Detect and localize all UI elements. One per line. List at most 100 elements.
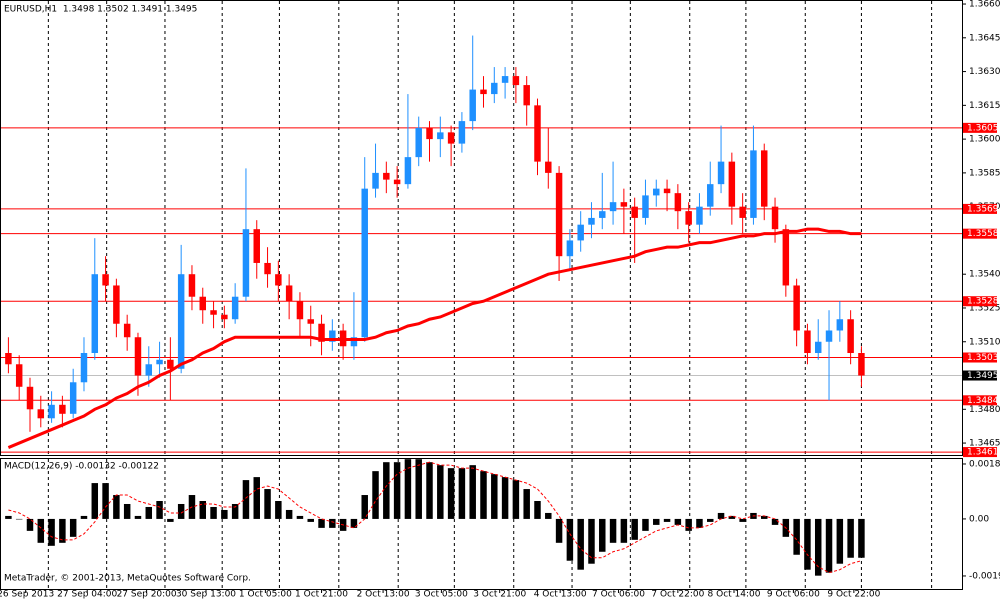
candle-body	[739, 206, 746, 218]
y-tick-label: 1.3585	[969, 168, 1000, 178]
candle-body	[512, 76, 520, 86]
level-label-box	[963, 203, 997, 214]
y-tick-label: 1.3615	[969, 101, 1000, 111]
candle-body	[123, 323, 131, 338]
macd-bar	[717, 512, 725, 519]
candle-body	[566, 240, 574, 257]
candle-body	[210, 310, 217, 315]
candle-body	[836, 319, 844, 331]
macd-bar	[469, 465, 476, 519]
macd-bar	[512, 480, 520, 519]
macd-bar	[501, 477, 509, 519]
candle-body	[545, 161, 552, 173]
macd-bar	[555, 518, 563, 543]
candle-body	[415, 127, 422, 158]
macd-bar	[48, 518, 55, 546]
candle-body	[145, 364, 153, 376]
macd-bar	[793, 518, 800, 555]
candle-body	[577, 224, 584, 241]
candle-body	[275, 274, 282, 286]
macd-bar	[231, 503, 239, 519]
macd-bar	[523, 489, 530, 519]
macd-bar	[199, 501, 206, 519]
candle-body	[285, 285, 293, 302]
candle-body	[771, 206, 779, 230]
macd-bar	[761, 515, 768, 519]
x-tick-label: 4 Oct 13:00	[534, 590, 587, 600]
candle-body	[609, 202, 617, 212]
macd-bar	[534, 501, 541, 519]
macd-bar	[685, 518, 692, 531]
macd-bar	[156, 501, 163, 519]
macd-bar	[545, 512, 552, 519]
x-tick-label: 1 Oct 21:00	[295, 590, 348, 600]
macd-bar	[663, 518, 671, 522]
candle-body	[5, 353, 12, 365]
macd-bar	[437, 465, 444, 519]
candle-body	[761, 150, 768, 207]
candle-body	[437, 132, 444, 140]
macd-bar	[599, 518, 606, 552]
candle-body	[458, 121, 466, 144]
level-label: 1.3528	[967, 297, 999, 307]
candle-body	[599, 211, 606, 218]
candle-body	[501, 76, 509, 83]
macd-bar	[296, 515, 304, 519]
candle-body	[555, 172, 563, 257]
candle-body	[620, 202, 628, 207]
candle-body	[242, 229, 250, 297]
macd-bar	[37, 518, 45, 543]
macd-bar	[447, 468, 455, 519]
candle-body	[26, 386, 34, 410]
macd-bar	[588, 518, 595, 564]
last-price-box	[963, 370, 997, 381]
y-tick-label: 1.3480	[969, 405, 1000, 415]
candle-body	[825, 330, 833, 342]
candle-body	[588, 217, 595, 225]
candle-body	[847, 319, 854, 354]
level-label: 1.3503	[967, 353, 999, 363]
macd-bar	[318, 518, 325, 528]
candle-body	[653, 188, 660, 196]
x-tick-label: 7 Oct 06:00	[592, 590, 645, 600]
candle-body	[404, 157, 412, 185]
candle-body	[37, 409, 45, 419]
candle-body	[59, 404, 66, 414]
candle-body	[534, 105, 541, 162]
main-pane	[0, 0, 963, 456]
macd-bar	[642, 518, 649, 531]
candle-body	[296, 301, 304, 320]
macd-bar	[242, 480, 250, 519]
macd-bar	[707, 518, 714, 522]
macd-bar	[426, 462, 433, 519]
candle-body	[383, 172, 390, 180]
candle-body	[728, 161, 736, 207]
candle-body	[329, 330, 336, 342]
macd-bar	[113, 495, 120, 519]
macd-bar	[123, 503, 131, 519]
candle-body	[350, 337, 358, 347]
macd-bar	[329, 518, 336, 528]
macd-bar	[631, 518, 638, 540]
candle-body	[188, 274, 196, 297]
candle-body	[631, 206, 638, 218]
y-tick-label: 1.3645	[969, 33, 1000, 43]
candle-body	[221, 314, 228, 320]
macd-bar	[80, 515, 88, 519]
level-label: 1.3484	[967, 396, 999, 406]
candle-body	[469, 89, 476, 122]
macd-bar	[275, 501, 282, 519]
last-price-label: 1.3495	[967, 371, 999, 381]
level-label-box	[963, 228, 997, 239]
macd-bar	[609, 518, 617, 543]
macd-bar	[404, 459, 412, 519]
macd-bar	[307, 518, 314, 522]
candle-body	[814, 341, 822, 354]
y-tick-label: 1.3465	[969, 439, 1000, 449]
macd-bar	[415, 459, 422, 519]
x-tick-label: 27 Sep 20:00	[117, 590, 177, 600]
macd-bar	[221, 509, 228, 519]
candle-body	[177, 274, 185, 369]
y-tick-label: 1.3660	[969, 0, 1000, 10]
